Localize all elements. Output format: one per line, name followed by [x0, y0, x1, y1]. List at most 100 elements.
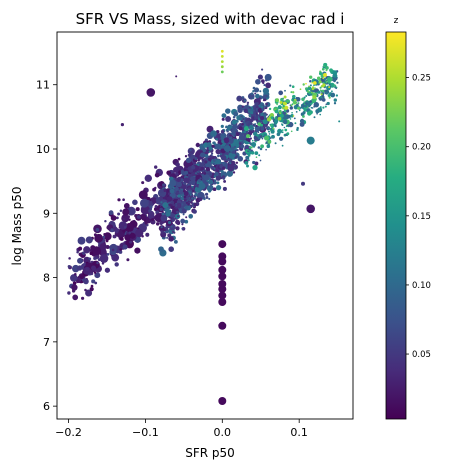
scatter-point — [289, 84, 292, 87]
scatter-point — [269, 128, 272, 130]
scatter-point — [119, 237, 124, 241]
scatter-point — [109, 248, 117, 256]
scatter-point — [129, 240, 133, 244]
scatter-point — [245, 155, 250, 160]
scatter-point — [160, 226, 163, 229]
x-axis-label: SFR p50 — [185, 446, 235, 460]
scatter-point — [95, 228, 100, 232]
scatter-point — [233, 138, 239, 145]
scatter-point — [229, 162, 232, 165]
scatter-point — [317, 90, 321, 94]
scatter-point — [78, 246, 83, 251]
scatter-point — [266, 117, 272, 122]
scatter-point — [123, 203, 130, 209]
colorbar-tick-label: 0.20 — [412, 143, 431, 153]
scatter-point — [160, 215, 168, 222]
scatter-point — [152, 187, 156, 192]
scatter-point — [144, 221, 148, 225]
scatter-point — [220, 49, 224, 53]
scatter-point — [189, 148, 192, 152]
scatter-point — [146, 88, 156, 97]
scatter-point — [320, 93, 323, 96]
scatter-point — [77, 257, 83, 264]
scatter-point — [166, 170, 171, 176]
scatter-point — [214, 171, 219, 177]
scatter-point — [183, 198, 187, 202]
scatter-point — [177, 157, 181, 161]
scatter-point — [299, 88, 302, 91]
scatter-point — [260, 95, 263, 98]
scatter-point — [169, 179, 177, 187]
scatter-point — [289, 106, 293, 110]
scatter-point — [260, 123, 264, 127]
scatter-point — [175, 75, 178, 78]
scatter-point — [323, 73, 327, 77]
scatter-point — [291, 111, 293, 114]
scatter-points — [67, 49, 341, 405]
scatter-point — [243, 126, 249, 132]
scatter-point — [321, 67, 325, 71]
scatter-point — [249, 127, 252, 130]
scatter-point — [243, 108, 248, 114]
scatter-point — [277, 128, 283, 134]
scatter-point — [177, 194, 181, 198]
scatter-point — [176, 204, 180, 208]
scatter-point — [128, 231, 132, 234]
scatter-point — [117, 212, 121, 216]
scatter-point — [152, 199, 157, 204]
scatter-point — [223, 137, 230, 144]
scatter-point — [162, 202, 169, 209]
scatter-point — [257, 146, 261, 149]
scatter-point — [328, 83, 331, 86]
scatter-point — [299, 118, 305, 124]
scatter-point — [158, 246, 164, 253]
scatter-point — [180, 205, 184, 209]
scatter-point — [136, 215, 141, 219]
scatter-point — [151, 218, 155, 222]
scatter-point — [268, 127, 270, 130]
scatter-point — [159, 220, 164, 225]
scatter-point — [154, 165, 158, 169]
scatter-point — [252, 164, 258, 171]
scatter-point — [247, 150, 250, 153]
scatter-point — [237, 156, 244, 162]
scatter-point — [194, 192, 198, 197]
scatter-point — [331, 90, 333, 93]
scatter-point — [292, 94, 296, 99]
scatter-point — [306, 204, 316, 214]
scatter-point — [85, 267, 90, 271]
scatter-point — [268, 115, 271, 118]
scatter-point — [132, 199, 138, 206]
scatter-point — [116, 216, 119, 220]
scatter-point — [284, 128, 288, 132]
scatter-point — [172, 230, 175, 234]
scatter-point — [90, 245, 96, 251]
scatter-point — [301, 97, 305, 102]
y-tick-label: 6 — [43, 400, 50, 413]
scatter-point — [173, 195, 176, 198]
scatter-point — [210, 152, 214, 155]
scatter-point — [221, 113, 227, 119]
scatter-point — [282, 119, 288, 125]
scatter-point — [279, 113, 284, 118]
scatter-point — [99, 254, 109, 263]
scatter-point — [183, 177, 190, 184]
scatter-point — [326, 89, 329, 92]
scatter-point — [175, 207, 178, 210]
scatter-point — [160, 201, 163, 204]
scatter-point — [314, 87, 316, 89]
scatter-point — [210, 165, 215, 170]
scatter-point — [181, 227, 184, 230]
colorbar-tick-label: 0.05 — [412, 350, 431, 360]
scatter-point — [324, 65, 329, 70]
scatter-point — [283, 126, 286, 129]
scatter-point — [327, 80, 331, 83]
scatter-point — [296, 126, 299, 130]
scatter-point — [122, 208, 130, 216]
scatter-point — [319, 113, 322, 116]
scatter-point — [195, 142, 200, 148]
scatter-point — [170, 204, 173, 207]
scatter-point — [173, 166, 179, 173]
scatter-point — [204, 160, 208, 164]
scatter-point — [90, 272, 94, 276]
